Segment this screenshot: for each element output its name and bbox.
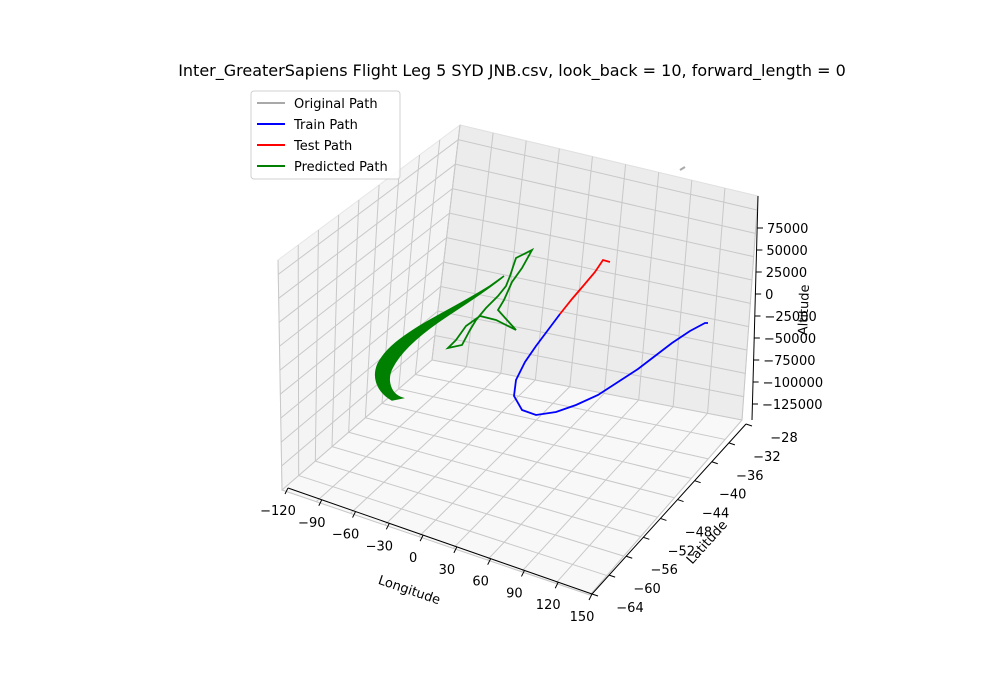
z-grid-line	[281, 334, 744, 467]
legend-label: Predicted Path	[294, 160, 388, 175]
test-path-line	[559, 258, 611, 315]
y-tick-mark	[694, 480, 701, 484]
x-tick-label: −120	[260, 504, 296, 519]
y-grid-line	[398, 154, 709, 460]
predicted-path-band	[374, 275, 505, 401]
x-tick-label: −30	[366, 539, 393, 554]
x-axis-line	[287, 487, 593, 595]
y-grid-line	[414, 139, 726, 440]
x-tick-label: 90	[506, 586, 523, 601]
x-tick-mark	[318, 499, 323, 507]
z-grid-line	[280, 286, 748, 419]
x-axis-label: Longitude	[376, 573, 442, 608]
y-tick-label: −28	[770, 431, 797, 446]
y-tick-mark	[677, 499, 684, 503]
z-grid-line	[279, 212, 753, 347]
y-tick-mark	[643, 536, 650, 540]
y-tick-mark	[711, 461, 718, 465]
y-grid-line	[348, 199, 658, 518]
z-tick-label: −25000	[765, 310, 817, 325]
x-tick-label: 30	[439, 563, 456, 578]
y-tick-label: −32	[753, 450, 780, 465]
grid-lines	[277, 124, 759, 596]
y-tick-mark	[660, 517, 667, 521]
y-tick-mark	[728, 442, 736, 446]
x-tick-mark	[352, 511, 357, 518]
legend-entries: Original Path Train Path Test Path Predicte…	[257, 97, 388, 175]
z-grid-line	[280, 261, 749, 395]
series-predicted-path	[374, 247, 535, 401]
y-grid-line	[314, 229, 624, 557]
y-tick-mark	[745, 423, 753, 427]
x-tick-label: −60	[332, 528, 359, 543]
legend-label: Test Path	[293, 139, 352, 154]
y-tick-label: −40	[719, 488, 746, 503]
x-tick-mark	[554, 581, 559, 589]
legend-box	[250, 90, 401, 180]
x-tick-label: 0	[409, 551, 417, 566]
predicted-path-line	[445, 247, 535, 350]
y-grid-line	[277, 259, 591, 596]
z-grid-line	[279, 237, 751, 371]
series-train-path	[513, 313, 708, 416]
y-grid-line	[431, 124, 743, 421]
y-tick-mark	[591, 593, 599, 597]
x-tick-label: 60	[472, 575, 489, 590]
y-tick-label: −64	[616, 601, 643, 616]
y-tick-mark	[608, 574, 616, 578]
y-tick-label: −36	[736, 469, 763, 484]
z-tick-label: −100000	[763, 376, 824, 391]
z-tick-label: 25000	[766, 266, 807, 281]
z-tick-label: −75000	[763, 354, 815, 369]
x-axis-ticks: −120−90 −60 −30 0 30 60 90 120 150	[260, 487, 595, 625]
y-axis-line	[591, 423, 747, 595]
chart-title: Inter_GreaterSapiens Flight Leg 5 SYD JN…	[178, 61, 846, 81]
z-grid-line	[280, 310, 746, 443]
y-axis-ticks: −28 −32 −36 −40 −44 −48 −52 −56 −60 −64	[591, 423, 798, 616]
x-tick-label: 150	[570, 610, 595, 625]
x-tick-mark	[284, 487, 289, 495]
y-grid-line	[381, 169, 692, 479]
z-tick-label: −125000	[762, 398, 823, 413]
y-tick-label: −52	[668, 544, 695, 559]
y-grid-line	[297, 244, 608, 577]
y-grid-line	[331, 214, 641, 538]
legend: Original Path Train Path Test Path Predicte…	[250, 90, 401, 180]
y-grid-line	[364, 184, 675, 499]
z-axis-label: Altitude	[796, 284, 813, 335]
x-tick-label: −90	[298, 516, 325, 531]
z-tick-label: 50000	[766, 244, 807, 259]
z-grid-line	[278, 188, 754, 323]
train-path-line	[513, 313, 708, 416]
legend-label: Train Path	[293, 118, 358, 133]
x-tick-mark	[588, 593, 593, 601]
z-tick-label: 75000	[767, 222, 808, 237]
y-tick-mark	[626, 555, 633, 559]
z-tick-label: 0	[765, 288, 773, 303]
y-tick-label: −44	[702, 507, 729, 522]
x-tick-mark	[419, 534, 424, 542]
z-axis-line	[751, 195, 759, 421]
y-tick-label: −56	[651, 563, 678, 578]
x-tick-mark	[453, 546, 458, 554]
x-tick-label: 120	[536, 598, 561, 613]
z-grid-line	[277, 139, 758, 275]
series-original-path	[679, 166, 686, 171]
z-axis-ticks: 75000 50000 25000 0 −25000 −50000 −75000 −10000…	[752, 222, 823, 413]
original-path-line	[679, 166, 686, 171]
x-tick-mark	[520, 570, 525, 577]
y-tick-label: −60	[633, 582, 660, 597]
x-tick-mark	[487, 558, 492, 565]
z-tick-label: −50000	[764, 332, 816, 347]
z-grid-line	[278, 163, 756, 299]
legend-label: Original Path	[294, 97, 378, 112]
x-tick-mark	[385, 523, 390, 530]
y-tick-label: −48	[685, 525, 712, 540]
series-test-path	[559, 258, 611, 315]
